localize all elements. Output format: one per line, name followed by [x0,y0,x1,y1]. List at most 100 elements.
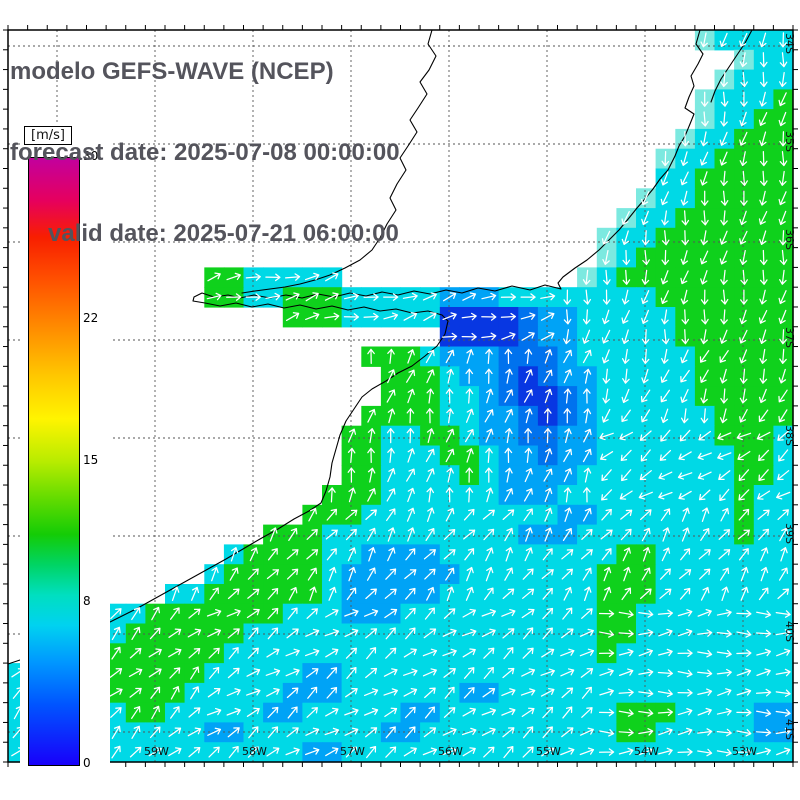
direction-arrow [525,408,533,424]
direction-arrow [543,408,552,424]
direction-arrow [501,332,516,340]
direction-arrow [520,312,536,320]
direction-arrow [758,309,768,324]
direction-arrow [563,487,572,503]
direction-arrow [485,388,494,404]
direction-arrow [343,292,359,301]
direction-arrow [598,609,615,618]
direction-arrow [661,329,670,345]
direction-arrow [739,131,748,146]
direction-arrow [697,728,713,736]
direction-arrow [720,210,728,226]
direction-arrow [247,647,259,659]
direction-arrow [541,569,554,580]
direction-arrow [622,249,631,266]
direction-arrow [583,289,592,305]
direction-arrow [641,269,650,285]
direction-arrow [720,507,730,522]
direction-arrow [639,588,652,600]
direction-arrow [247,588,260,599]
direction-arrow [288,586,298,601]
direction-arrow [657,708,674,717]
direction-arrow [719,329,728,344]
direction-arrow [779,32,787,48]
direction-arrow [681,527,690,542]
direction-arrow [677,689,693,697]
direction-arrow [131,607,141,621]
direction-arrow [485,547,494,562]
direction-arrow [148,747,162,757]
direction-arrow [425,349,435,364]
direction-arrow [603,566,612,582]
direction-arrow [699,568,711,580]
direction-arrow [618,648,634,657]
direction-arrow [324,292,339,301]
direction-arrow [504,447,513,464]
direction-arrow [680,408,689,424]
direction-arrow [328,487,336,503]
direction-arrow [188,647,201,659]
direction-arrow [779,329,787,345]
direction-arrow [700,586,710,601]
direction-arrow [442,727,457,736]
direction-arrow [755,629,772,638]
direction-arrow [465,487,474,503]
direction-arrow [207,272,221,282]
direction-arrow [779,269,787,285]
direction-arrow [779,230,787,246]
direction-arrow [544,349,553,364]
direction-arrow [110,707,122,718]
direction-arrow [287,706,298,719]
direction-arrow [777,470,790,481]
direction-arrow [679,569,692,580]
direction-arrow [563,349,573,364]
direction-arrow [719,230,728,245]
direction-arrow [348,566,356,582]
direction-arrow [365,727,378,738]
direction-arrow [384,608,398,619]
direction-arrow [778,210,787,226]
direction-arrow [700,408,709,424]
direction-arrow [110,608,122,620]
direction-arrow [779,348,787,365]
direction-arrow [325,648,339,658]
direction-arrow [583,428,592,443]
direction-arrow [739,309,747,325]
direction-arrow [481,313,497,321]
direction-arrow [779,527,788,542]
direction-arrow [485,368,493,384]
direction-arrow [521,707,535,718]
direction-arrow [661,230,670,246]
direction-arrow [426,468,435,483]
direction-arrow [657,669,674,678]
direction-arrow [443,549,456,560]
direction-arrow [367,348,375,365]
direction-arrow [461,332,477,341]
direction-arrow [602,250,610,265]
direction-arrow [111,745,121,759]
direction-arrow [599,688,614,696]
direction-arrow [345,746,358,758]
direction-arrow [639,470,652,481]
direction-arrow [129,746,142,758]
direction-arrow [776,747,791,756]
direction-arrow [426,408,434,424]
direction-arrow [407,349,415,364]
direction-arrow [540,331,555,341]
direction-arrow [424,607,435,620]
direction-arrow [740,91,748,107]
direction-arrow [363,707,379,716]
direction-arrow [386,427,395,444]
direction-arrow [131,626,141,641]
direction-arrow [697,649,713,658]
direction-arrow [657,609,673,618]
direction-arrow [230,547,239,562]
direction-arrow [701,309,709,325]
direction-arrow [131,725,141,739]
direction-arrow [563,309,572,325]
direction-arrow [601,548,612,561]
direction-arrow [779,249,788,266]
direction-arrow [759,269,768,285]
direction-arrow [641,329,650,345]
direction-arrow [681,309,690,325]
